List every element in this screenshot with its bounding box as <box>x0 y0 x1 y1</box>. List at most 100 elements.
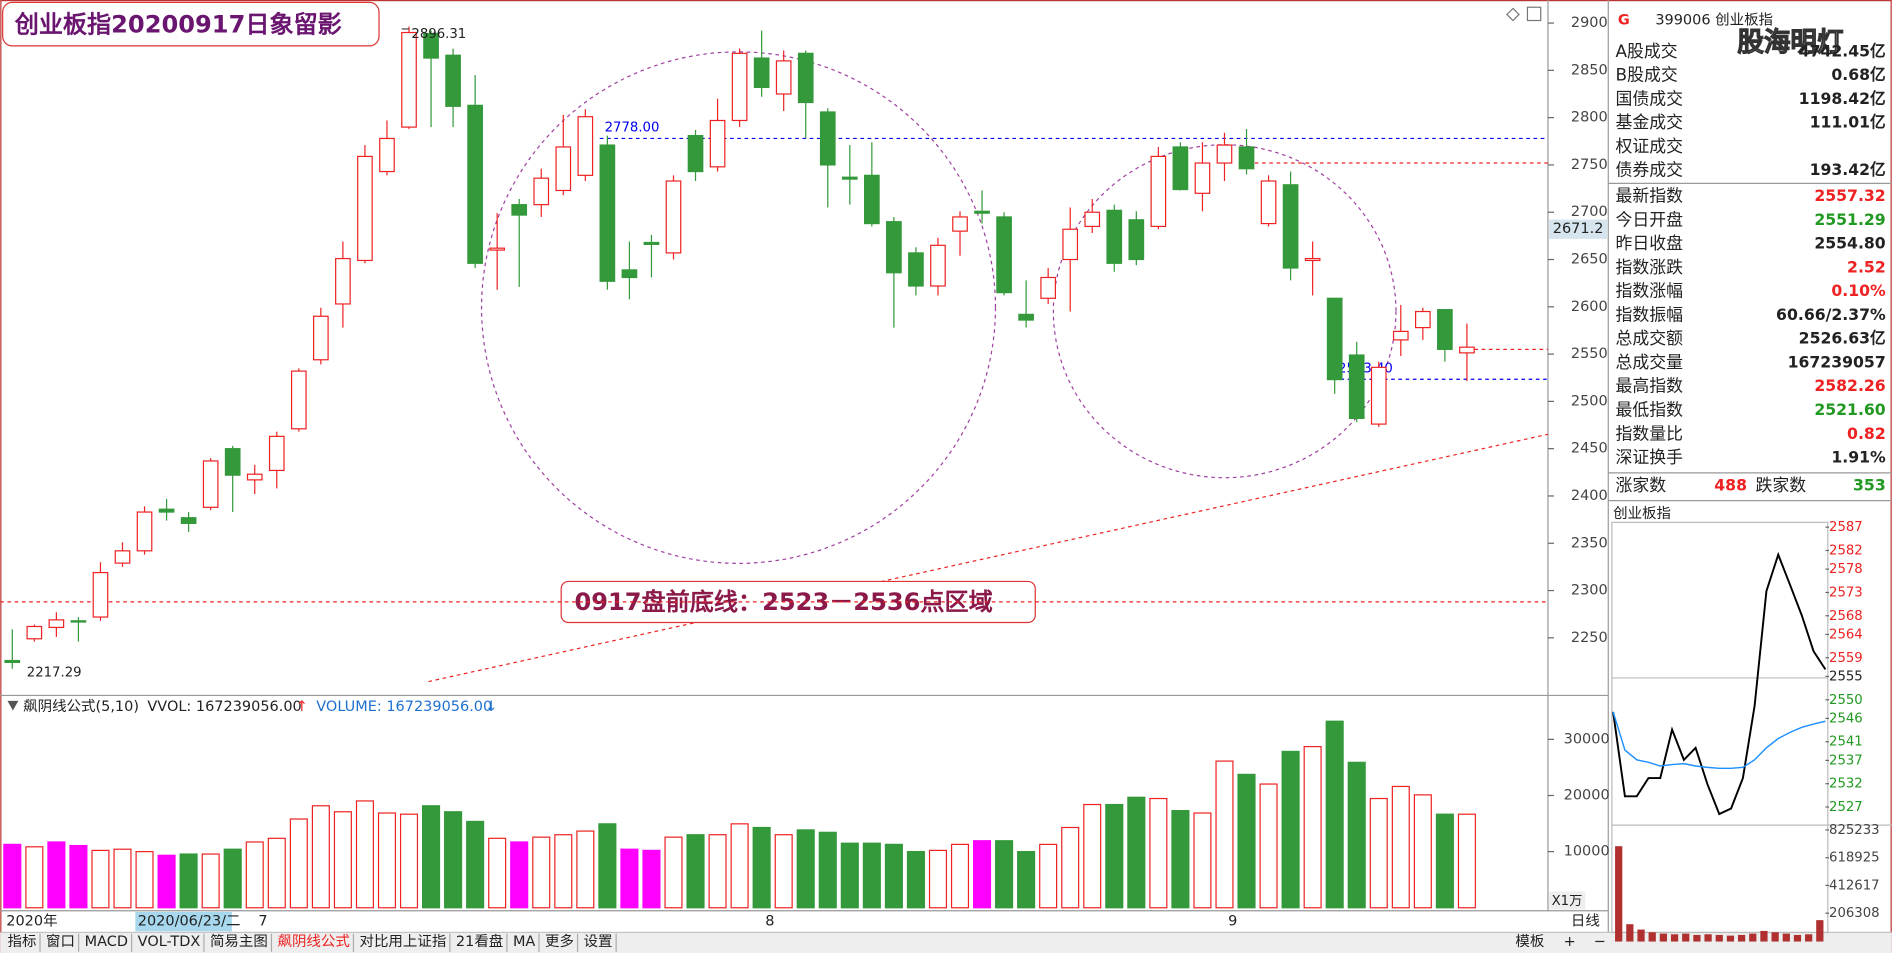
volume-bar <box>1435 813 1454 909</box>
volume-bar <box>488 837 507 909</box>
candle-body <box>819 111 836 166</box>
candle-body <box>1238 146 1255 170</box>
icon[interactable] <box>1506 7 1520 22</box>
candle-body <box>268 435 285 472</box>
volume-bar <box>686 834 705 909</box>
candle-body <box>335 257 351 305</box>
volume-bar <box>1237 773 1256 909</box>
icon[interactable] <box>1526 6 1542 22</box>
y-tick-label: 412617 <box>1829 878 1880 893</box>
intraday-line <box>1612 711 1826 770</box>
tab[interactable]: VOL-TDX <box>138 934 201 950</box>
y-tick-label: 2537 <box>1829 753 1863 768</box>
candle-body <box>621 269 638 279</box>
quote-label: 指数涨幅 <box>1616 281 1684 301</box>
right-tab[interactable]: + <box>1564 934 1576 950</box>
period[interactable]: 日线 <box>1571 913 1600 930</box>
candle-body <box>1040 276 1057 299</box>
intraday-line <box>1612 551 1827 816</box>
volume-bar <box>1303 745 1322 909</box>
tab[interactable]: MACD <box>85 934 128 950</box>
volume-bar <box>840 842 859 909</box>
quote-label: 国债成交 <box>1616 88 1684 108</box>
y-tick-label: 2600 <box>1571 299 1608 315</box>
volume-bar <box>1637 929 1645 942</box>
volume-bar <box>444 811 463 909</box>
y-tick-label: 2573 <box>1829 585 1863 600</box>
up-label: 涨家数 <box>1616 475 1667 495</box>
volume-bar <box>1149 797 1168 909</box>
quote-label: A股成交 <box>1616 41 1678 61</box>
candle-body <box>1194 162 1211 194</box>
volume-bar <box>311 805 330 909</box>
candle-body <box>1392 330 1409 341</box>
title: 创业板指20200917日象留影 <box>14 10 342 38</box>
tab[interactable]: 设置 <box>584 933 613 950</box>
candle-body <box>379 137 395 173</box>
y-unit: X1万 <box>1552 894 1583 909</box>
cursor-date: 2020/06/23/二 <box>138 914 241 930</box>
candle-body <box>158 508 175 513</box>
candle-body <box>92 571 109 618</box>
tab[interactable]: 对比用上证指 <box>359 933 446 950</box>
tab[interactable]: 指标 <box>7 933 36 950</box>
candle-body <box>1326 297 1343 381</box>
quote-value: 2526.63亿 <box>1799 329 1886 348</box>
volume-bar <box>818 831 837 909</box>
volume-bar <box>862 842 881 909</box>
tab[interactable]: 21看盘 <box>456 932 503 950</box>
volume-bar <box>377 812 397 909</box>
candle-body <box>1062 228 1079 261</box>
volume-bar <box>1726 935 1735 942</box>
tab[interactable]: 飙阴线公式 <box>277 933 349 950</box>
y-tick-label: 2587 <box>1829 520 1863 535</box>
volume-label: VOLUME: 167239056.00 <box>316 699 492 715</box>
x-tick-label: 7 <box>258 914 267 930</box>
volume-bar <box>1805 934 1813 942</box>
y-tick-label: 206308 <box>1829 906 1880 921</box>
y-tick-label: 2564 <box>1829 627 1863 642</box>
volume-bar <box>620 848 639 909</box>
y-tick-label: 2400 <box>1571 488 1608 504</box>
tab[interactable]: 简易主图 <box>210 933 268 950</box>
y-tick-label: 2450 <box>1571 441 1608 457</box>
tab[interactable]: 窗口 <box>46 932 75 950</box>
max-label: 2896.31 <box>411 27 466 42</box>
volume-bar <box>1391 785 1410 909</box>
candle-body <box>290 370 307 430</box>
right-tab[interactable]: 模板 <box>1515 932 1544 950</box>
y-tick-label: 2527 <box>1829 800 1863 815</box>
y-tick-label: 2250 <box>1571 630 1608 646</box>
volume-bar <box>1061 826 1080 909</box>
volume-bar <box>1659 933 1668 942</box>
volume-bar <box>333 811 352 909</box>
quote-label: 总成交额 <box>1616 328 1684 348</box>
volume-bar <box>91 849 110 909</box>
volume-bar <box>972 840 992 909</box>
y-tick-label: 2300 <box>1571 583 1608 599</box>
volume-bar <box>25 846 44 909</box>
candle-body <box>1304 257 1321 262</box>
right-tab[interactable]: − <box>1594 934 1606 950</box>
y-tick-label: 2650 <box>1571 252 1608 268</box>
volume-bar <box>598 823 617 909</box>
quote-value: 2557.32 <box>1814 186 1885 205</box>
tab[interactable]: MA <box>513 934 535 950</box>
candle-body <box>1414 310 1431 329</box>
candle-body <box>1128 219 1145 261</box>
volume-bar <box>1259 783 1278 909</box>
y-tick-label: 10000 <box>1564 844 1610 860</box>
candle-body <box>1459 346 1475 354</box>
volume-bar <box>554 834 573 909</box>
collapse-icon[interactable] <box>7 700 19 711</box>
quote-label: 权证成交 <box>1616 136 1684 156</box>
candle-body <box>797 52 814 104</box>
y-tick-label: 825233 <box>1829 823 1880 838</box>
volume-bar <box>1715 934 1723 942</box>
candle-body <box>577 116 594 176</box>
quote-value: 0.82 <box>1847 424 1886 443</box>
tab[interactable]: 更多 <box>545 933 574 950</box>
quote-value: 4742.45亿 <box>1799 41 1886 60</box>
candle-body <box>952 216 968 232</box>
candle-body <box>246 473 263 481</box>
